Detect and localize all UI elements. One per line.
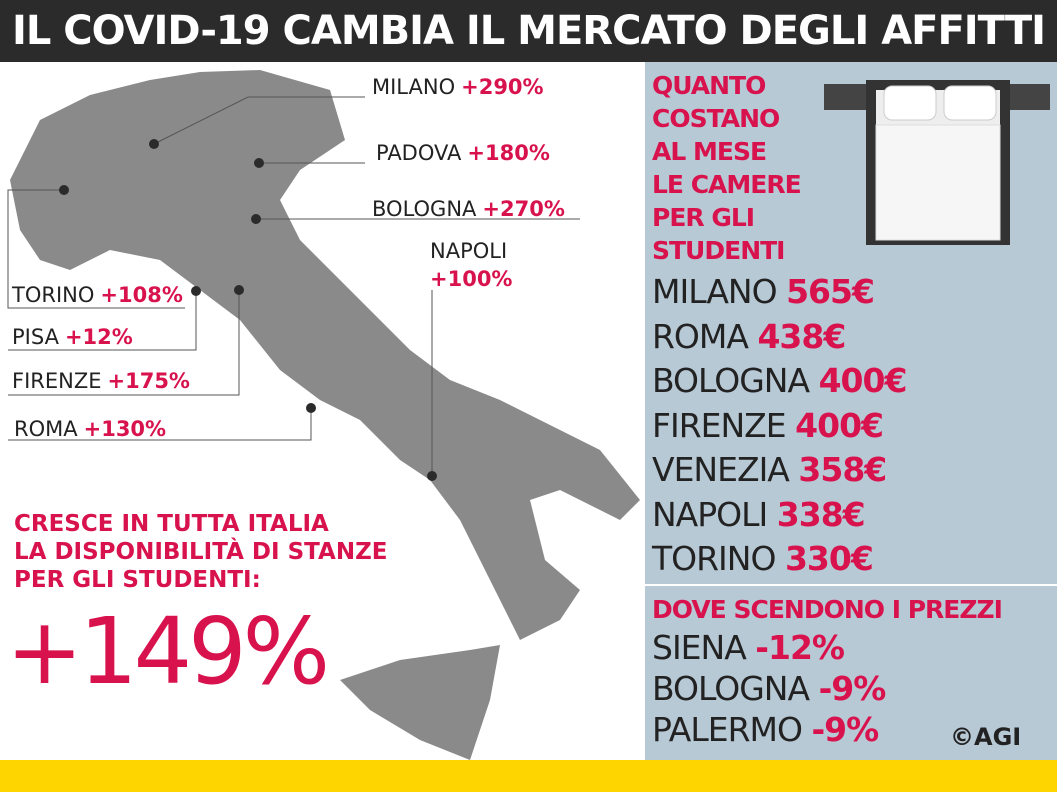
leader-line: [8, 408, 312, 441]
prices-title-line: LE CAMERE: [652, 170, 802, 199]
sicily-shape: [340, 645, 500, 760]
city-change: +130%: [84, 417, 166, 441]
city-dot: [234, 285, 244, 295]
city-name: BOLOGNA: [372, 197, 477, 221]
row-city: TORINO: [652, 539, 776, 578]
row-value: 338€: [776, 494, 866, 534]
city-name: ROMA: [14, 417, 78, 441]
row-city: VENEZIA: [652, 450, 790, 489]
city-label: FIRENZE +175%: [12, 369, 190, 393]
price-row: NAPOLI 338€: [652, 494, 866, 534]
city-dots: [59, 139, 437, 481]
city-label: NAPOLI +100%: [430, 239, 512, 291]
row-city: PALERMO: [652, 710, 803, 749]
price-row: BOLOGNA 400€: [652, 361, 908, 400]
row-city: FIRENZE: [652, 405, 787, 445]
prices-title-line: PER GLI: [652, 203, 755, 232]
city-label: MILANO +290%: [372, 75, 544, 99]
city-dot: [191, 286, 201, 296]
city-label: BOLOGNA +270%: [372, 197, 565, 221]
city-change: +270%: [482, 197, 564, 221]
city-change: +175%: [108, 369, 190, 393]
leader-line: [8, 291, 197, 351]
footer-bar: [0, 760, 1057, 792]
row-value: 358€: [798, 450, 887, 489]
row-value: 438€: [757, 316, 846, 356]
credit: ©AGI: [950, 723, 1021, 751]
city-label: TORINO +108%: [11, 283, 183, 307]
row-value: 400€: [795, 405, 884, 445]
row-value: 330€: [784, 539, 874, 578]
row-city: MILANO: [652, 272, 778, 311]
city-name: PISA: [12, 325, 60, 349]
highlight-text: CRESCE IN TUTTA ITALIA LA DISPONIBILITÀ D…: [14, 510, 387, 594]
row-value: -9%: [818, 669, 887, 708]
prices-title-line: QUANTO: [652, 71, 766, 100]
row-city: BOLOGNA: [652, 361, 810, 400]
city-dot: [306, 403, 316, 413]
leader-lines: [7, 96, 580, 476]
highlight-value: +149%: [6, 598, 330, 705]
leader-line: [7, 189, 185, 309]
italy-shape: [10, 70, 640, 640]
city-name: MILANO: [372, 75, 455, 99]
decreases-title: DOVE SCENDONO I PREZZI: [652, 595, 1003, 624]
prices-title-line: COSTANO: [652, 104, 780, 133]
price-row: TORINO 330€: [652, 539, 874, 578]
price-row: PALERMO -9%: [652, 710, 879, 749]
highlight-line: PER GLI STUDENTI:: [14, 567, 261, 593]
price-row: SIENA -12%: [652, 628, 845, 667]
highlight-line: LA DISPONIBILITÀ DI STANZE: [14, 539, 388, 565]
leader-line: [8, 290, 240, 396]
city-name: NAPOLI: [430, 239, 507, 263]
city-change: +108%: [100, 283, 182, 307]
city-change: +290%: [461, 75, 543, 99]
row-value: -9%: [811, 710, 879, 749]
city-change: +12%: [65, 325, 133, 349]
row-city: NAPOLI: [652, 494, 768, 534]
city-dot: [59, 185, 69, 195]
city-dot: [254, 158, 264, 168]
row-value: -12%: [755, 628, 845, 667]
price-row: ROMA 438€: [652, 316, 846, 356]
header-title: IL COVID-19 CAMBIA IL MERCATO DEGLI AFFI…: [0, 0, 1057, 62]
price-row: MILANO 565€: [652, 272, 875, 311]
row-city: BOLOGNA: [652, 669, 810, 708]
city-change: +100%: [430, 267, 512, 291]
row-city: ROMA: [652, 316, 749, 356]
row-city: SIENA: [652, 628, 747, 667]
city-label: PISA +12%: [12, 325, 133, 349]
city-label: ROMA +130%: [14, 417, 166, 441]
price-row: BOLOGNA -9%: [652, 669, 887, 708]
row-value: 565€: [786, 272, 875, 311]
city-name: PADOVA: [376, 141, 462, 165]
leader-line: [153, 96, 365, 145]
city-dot: [251, 214, 261, 224]
bed-icon: [824, 80, 1050, 245]
city-label: PADOVA +180%: [376, 141, 550, 165]
city-change: +180%: [467, 141, 549, 165]
highlight-line: CRESCE IN TUTTA ITALIA: [14, 511, 329, 537]
city-name: TORINO: [11, 283, 94, 307]
prices-title-line: AL MESE: [652, 137, 767, 166]
price-row: VENEZIA 358€: [652, 450, 887, 489]
row-value: 400€: [818, 361, 908, 400]
city-name: FIRENZE: [12, 369, 102, 393]
city-dot: [427, 471, 437, 481]
price-row: FIRENZE 400€: [652, 405, 884, 445]
prices-title-line: STUDENTI: [652, 236, 785, 265]
city-dot: [149, 139, 159, 149]
